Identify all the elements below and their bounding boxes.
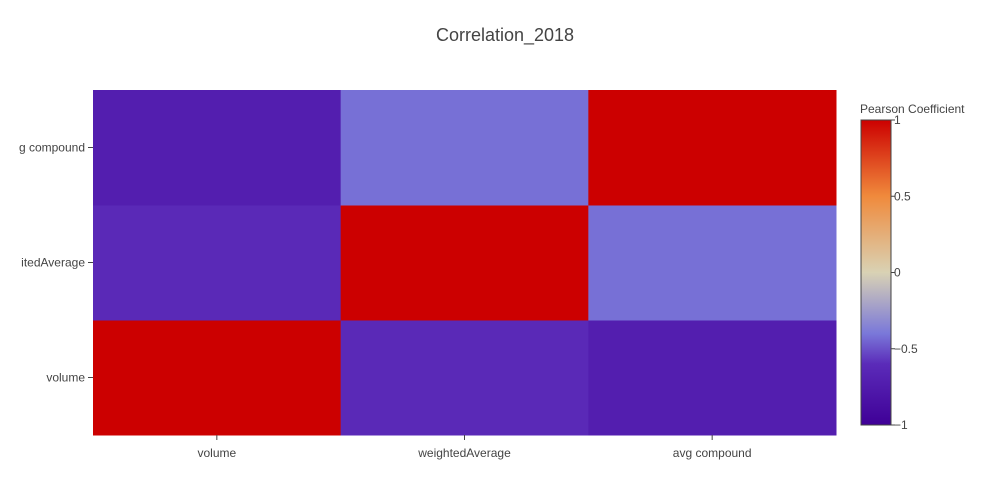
- x-tick-label: weightedAverage: [417, 446, 511, 460]
- heatmap-cell: [340, 205, 589, 321]
- y-tick-label: itedAverage: [21, 256, 85, 270]
- colorbar-title: Pearson Coefficient: [860, 102, 965, 116]
- x-tick-label: avg compound: [673, 446, 752, 460]
- y-axis-ticks: volume itedAverage g compound: [19, 141, 93, 385]
- colorbar-gradient: [860, 119, 892, 426]
- colorbar-tick-label: 0: [894, 266, 901, 280]
- heatmap-cell: [93, 90, 342, 206]
- x-tick-label: volume: [197, 446, 236, 460]
- y-tick-label: volume: [46, 371, 85, 385]
- heatmap-cell: [340, 320, 589, 436]
- colorbar-tick-label: 0.5: [894, 189, 911, 203]
- colorbar-tick-label: −1: [894, 418, 908, 432]
- heatmap-cells: [93, 90, 837, 436]
- heatmap-cell: [340, 90, 589, 206]
- x-axis-ticks: volume weightedAverage avg compound: [197, 435, 752, 460]
- heatmap-cell: [588, 90, 837, 206]
- y-tick-label: g compound: [19, 141, 85, 155]
- heatmap-cell: [93, 205, 342, 321]
- heatmap-cell: [588, 320, 837, 436]
- colorbar-tick-label: 1: [894, 113, 901, 127]
- colorbar: Pearson Coefficient 1 0.5 0 −0.5 −1: [860, 102, 965, 432]
- colorbar-tick-label: −0.5: [894, 342, 918, 356]
- heatmap-cell: [93, 320, 342, 436]
- colorbar-ticks: 1 0.5 0 −0.5 −1: [891, 113, 918, 432]
- chart-title: Correlation_2018: [436, 25, 574, 46]
- heatmap-cell: [588, 205, 837, 321]
